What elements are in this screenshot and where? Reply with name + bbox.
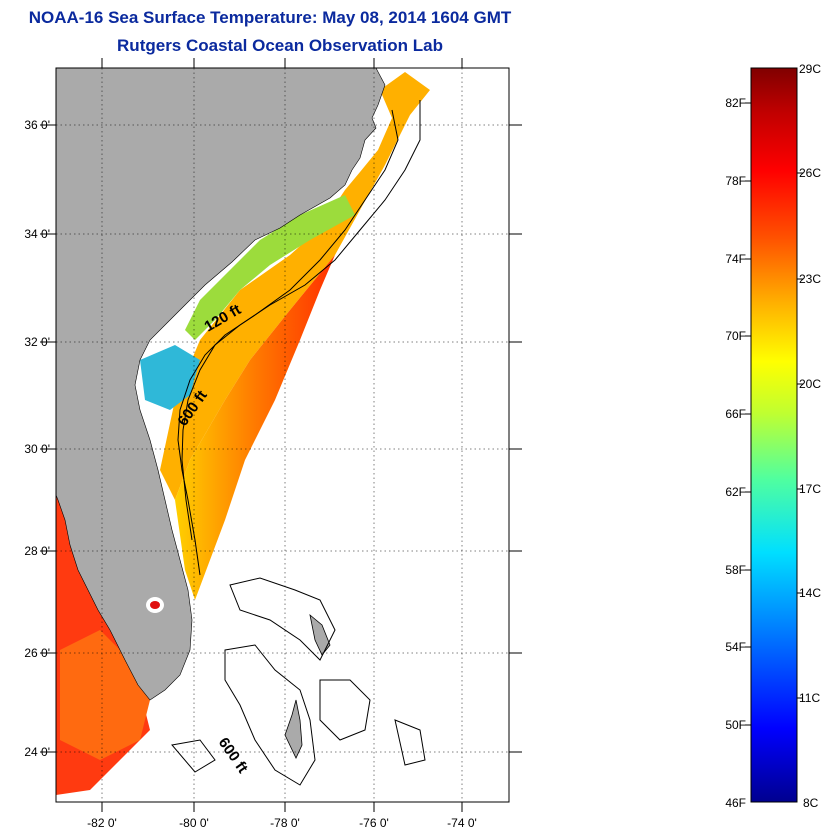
bahamas-bank-outline-3	[171, 679, 426, 773]
colorbar-label-82f: 82F	[725, 96, 746, 110]
map-frame	[55, 67, 510, 803]
lon-label-76: -76 0'	[359, 816, 389, 830]
colorbar-label-17c: 17C	[799, 482, 821, 496]
page-title: NOAA-16 Sea Surface Temperature: May 08,…	[28, 8, 512, 27]
colorbar-label-66f: 66F	[725, 407, 746, 421]
colorbar-label-23c: 23C	[799, 272, 821, 286]
colorbar-label-8c: 8C	[803, 796, 819, 810]
lat-label-26: 26 0'	[24, 646, 50, 660]
land-bahamas-grand	[284, 699, 303, 759]
sst-swath-green	[185, 195, 355, 340]
sst-swath-red	[175, 255, 335, 600]
colorbar-ticks	[745, 102, 803, 726]
page-subtitle: Rutgers Coastal Ocean Observation Lab	[117, 36, 443, 55]
colorbar	[750, 67, 798, 803]
colorbar-label-54f: 54F	[725, 640, 746, 654]
lat-label-34: 34 0'	[24, 227, 50, 241]
lat-label-28: 28 0'	[24, 544, 50, 558]
colorbar-label-29c: 29C	[799, 62, 821, 76]
lat-label-32: 32 0'	[24, 335, 50, 349]
bahamas-bank-outline-2	[224, 644, 316, 786]
colorbar-label-26c: 26C	[799, 166, 821, 180]
contour-600ft	[181, 100, 421, 541]
colorbar-label-78f: 78F	[725, 174, 746, 188]
colorbar-label-20c: 20C	[799, 377, 821, 391]
lake-okeechobee-sst	[150, 601, 160, 609]
lon-label-82: -82 0'	[87, 816, 117, 830]
sst-swath-north	[160, 72, 430, 500]
map-ticks	[40, 58, 522, 812]
lon-label-74: -74 0'	[447, 816, 477, 830]
colorbar-label-14c: 14C	[799, 586, 821, 600]
colorbar-label-62f: 62F	[725, 485, 746, 499]
bahamas-bank-outline	[229, 577, 336, 661]
colorbar-label-74f: 74F	[725, 252, 746, 266]
lon-label-80: -80 0'	[179, 816, 209, 830]
land-bahamas-abaco	[309, 613, 331, 656]
lon-label-78: -78 0'	[270, 816, 300, 830]
colorbar-label-11c: 11C	[799, 691, 820, 705]
lat-label-24: 24 0'	[24, 745, 50, 759]
colorbar-label-58f: 58F	[725, 563, 746, 577]
lat-label-30: 30 0'	[24, 442, 50, 456]
lat-label-36: 36 0'	[24, 118, 50, 132]
map-area	[56, 68, 509, 802]
land-us-coast	[56, 68, 386, 701]
colorbar-label-50f: 50F	[725, 718, 746, 732]
map-grid	[56, 68, 509, 802]
colorbar-label-70f: 70F	[725, 329, 746, 343]
colorbar-label-46f: 46F	[725, 796, 746, 810]
